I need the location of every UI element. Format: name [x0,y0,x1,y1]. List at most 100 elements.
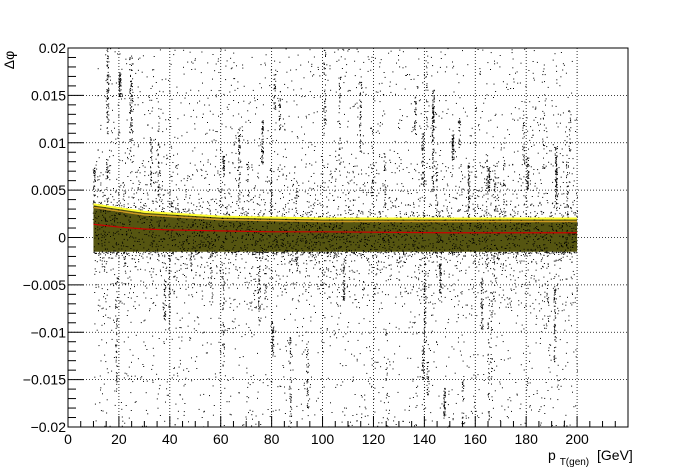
scatter-point [297,327,299,328]
scatter-point [187,175,189,177]
scatter-point [482,324,484,326]
scatter-point [306,356,308,358]
scatter-point [570,121,572,123]
scatter-point [258,279,260,281]
scatter-point [481,279,483,280]
scatter-point [398,59,400,61]
scatter-point [169,91,171,93]
scatter-point [222,156,224,158]
scatter-point [502,267,504,269]
scatter-point [113,357,115,358]
scatter-point [271,346,273,348]
scatter-point [430,256,432,258]
scatter-point [531,409,532,411]
scatter-point [258,280,260,282]
scatter-point [459,139,461,141]
scatter-point [162,302,164,304]
scatter-point [183,411,185,413]
scatter-point [433,107,435,109]
scatter-point [496,126,498,128]
scatter-point [462,381,464,383]
scatter-point [454,296,456,298]
scatter-point [510,88,512,89]
scatter-point [328,268,330,270]
scatter-point [132,99,133,101]
scatter-point [118,130,120,132]
scatter-point [555,194,556,196]
scatter-point [247,181,249,183]
scatter-point [174,424,176,426]
scatter-point [265,296,267,297]
scatter-point [489,176,491,178]
scatter-point [422,164,424,166]
scatter-point [148,97,150,98]
scatter-point [99,375,101,377]
scatter-point [322,274,324,276]
scatter-point [333,330,335,332]
scatter-point [274,102,276,104]
scatter-point [540,118,542,120]
scatter-point [335,386,337,388]
scatter-point [382,189,384,191]
scatter-point [418,58,420,60]
scatter-point [124,263,126,265]
scatter-point [336,384,338,386]
scatter-point [453,65,455,67]
scatter-point [304,96,306,97]
scatter-point [573,274,575,276]
scatter-point [211,282,212,284]
scatter-point [125,256,126,257]
scatter-point [404,287,406,289]
scatter-point [504,193,506,195]
scatter-point [109,425,111,427]
scatter-point [523,133,525,135]
scatter-point [559,85,561,87]
scatter-point [130,85,132,87]
scatter-point [392,361,394,363]
scatter-point [214,70,216,72]
scatter-point [242,130,244,132]
scatter-point [486,132,488,134]
scatter-point [544,94,546,96]
scatter-point [152,335,154,337]
scatter-point [556,208,557,210]
scatter-point [433,106,435,107]
scatter-point [129,92,131,94]
scatter-point [285,345,287,347]
scatter-point [380,400,382,402]
scatter-point [284,288,286,290]
scatter-point [426,389,428,391]
scatter-point [151,146,153,148]
scatter-point [519,408,521,410]
scatter-point [218,317,220,319]
scatter-point [390,161,392,163]
scatter-point [523,260,525,262]
scatter-point [463,385,465,387]
scatter-point [292,255,294,257]
scatter-point [418,277,420,279]
scatter-point [489,177,491,179]
scatter-point [158,143,160,145]
scatter-point [207,62,209,64]
scatter-point [515,382,517,383]
scatter-point [106,116,108,118]
scatter-point [259,291,261,293]
scatter-point [132,132,133,134]
scatter-point [132,140,134,141]
scatter-point [272,323,274,324]
scatter-point [238,146,240,148]
scatter-point [481,322,483,324]
scatter-point [561,214,563,216]
scatter-point [371,186,373,188]
scatter-point [171,338,173,340]
scatter-point [503,164,504,166]
scatter-point [164,289,166,291]
scatter-point [239,182,241,184]
scatter-point [548,320,549,322]
scatter-point [367,380,369,382]
scatter-point [290,394,292,396]
scatter-point [383,356,385,358]
scatter-point [230,68,232,70]
scatter-point [384,202,386,204]
scatter-point [422,135,424,137]
